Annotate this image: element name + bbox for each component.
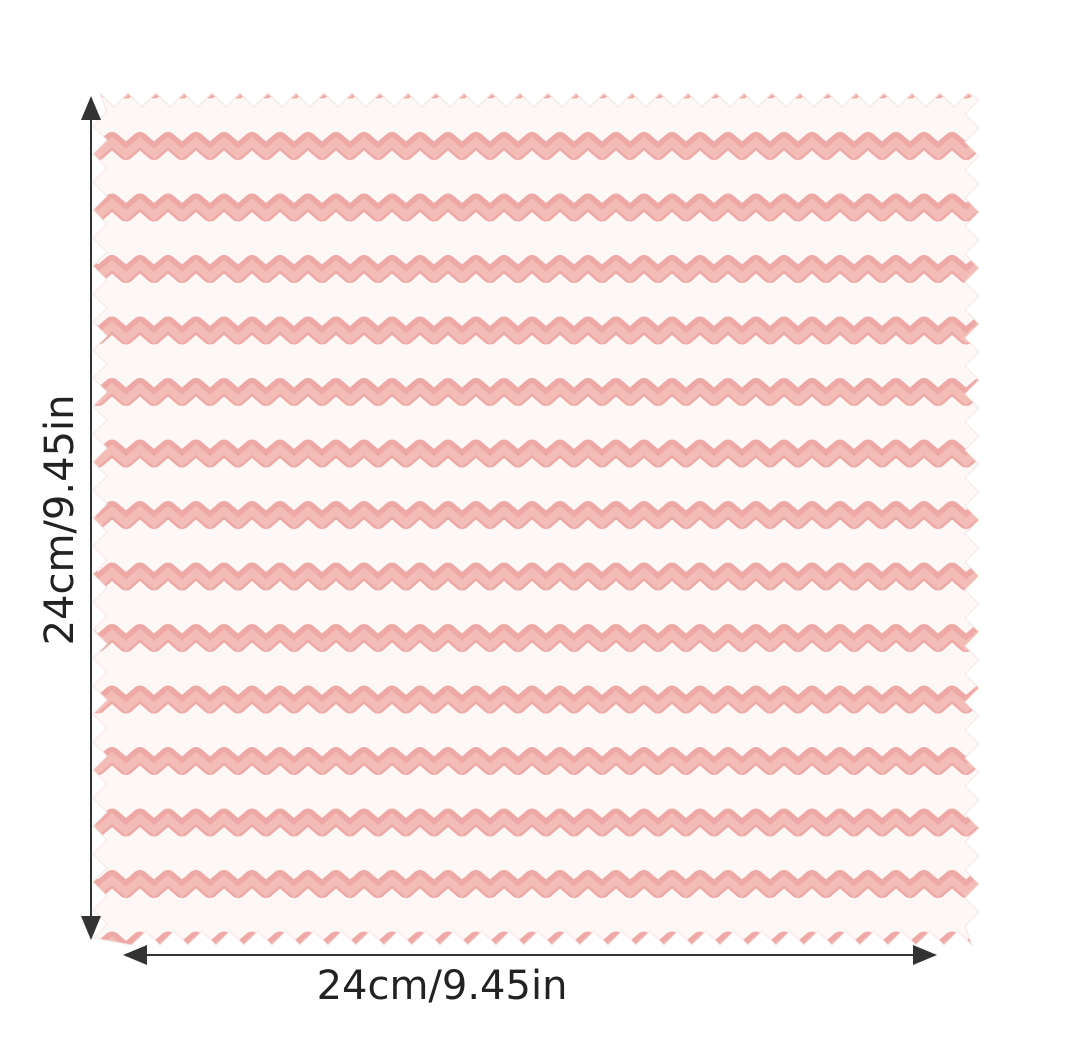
height-label: 24cm/9.45in [37,395,83,646]
cloth [91,92,980,946]
width-label: 24cm/9.45in [317,963,568,1009]
